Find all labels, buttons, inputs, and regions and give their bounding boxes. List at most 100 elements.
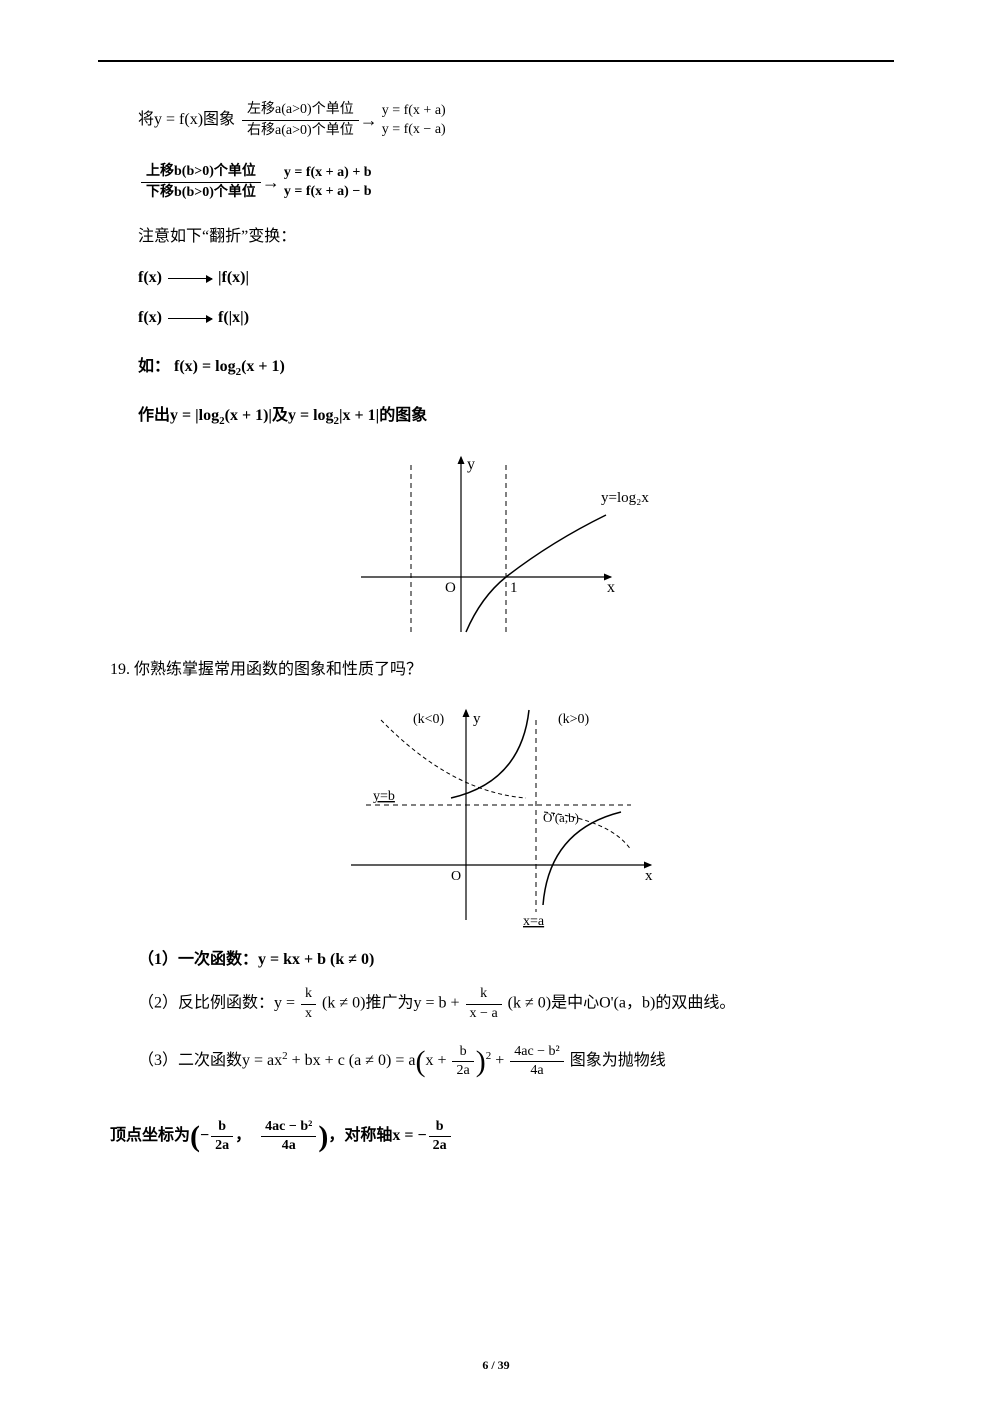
- arrow-icon: →: [262, 165, 280, 199]
- lhs: y = f(x): [154, 111, 203, 128]
- cn: 图象为抛物线: [570, 1052, 666, 1069]
- cn3: 的双曲线。: [655, 995, 735, 1012]
- paren-l-icon: (: [190, 1120, 200, 1153]
- y-label2: y: [473, 711, 481, 727]
- fold-2: f(x) f(|x|): [138, 303, 892, 333]
- inner-a: x +: [425, 1052, 450, 1069]
- note-fold: 注意如下“翻折”变换：: [138, 222, 892, 252]
- paren-r-icon: ): [318, 1120, 328, 1153]
- origin-label: O: [445, 580, 456, 596]
- m3b: + bx + c (a ≠ 0) = a: [288, 1052, 416, 1069]
- eq2b: |x + 1|: [339, 407, 379, 424]
- vertex-cn: 顶点坐标为: [110, 1127, 190, 1144]
- origin2: O: [451, 869, 461, 884]
- kneg-label: (k<0): [413, 712, 445, 727]
- draw-prefix: 作出: [138, 407, 170, 424]
- shift-vertical-line: 上移b(b>0)个单位 下移b(b>0)个单位 → y = f(x + a) +…: [138, 162, 892, 202]
- m2b: (k ≠ 0): [322, 995, 365, 1012]
- eq1a: y =: [170, 407, 195, 424]
- item-2: （2）反比例函数：y = kx (k ≠ 0)推广为y = b + kx − a…: [138, 985, 892, 1022]
- shift-left-label: 左移a(a>0)个单位: [242, 100, 359, 121]
- shift-down-label: 下移b(b>0)个单位: [141, 183, 261, 203]
- arrow-icon: [168, 278, 212, 279]
- shift-up-label: 上移b(b>0)个单位: [141, 162, 261, 183]
- figure-log: y x O 1 y=log₂x: [331, 447, 671, 637]
- num: 4ac − b²: [510, 1043, 564, 1062]
- fold2-rhs: f(|x|): [218, 309, 249, 326]
- axis-cn: ，对称轴: [328, 1127, 392, 1144]
- hyp-neg1: [381, 720, 526, 798]
- frac-k-x: kx: [301, 985, 316, 1022]
- kpos-label: (k>0): [558, 712, 590, 727]
- item-3: （3）二次函数y = ax2 + bx + c (a ≠ 0) = a(x + …: [138, 1033, 892, 1090]
- item3-label: （3）二次函数: [138, 1052, 242, 1069]
- item-1: （1）一次函数：y = kx + b (k ≠ 0): [138, 945, 892, 975]
- item2-label: （2）反比例函数：: [138, 995, 274, 1012]
- figure-hyperbola: (k<0) (k>0) y x O y=b x=a O'(a,b): [321, 700, 681, 930]
- result-bot: y = f(x − a): [382, 120, 446, 140]
- result-top: y = f(x + a) + b: [284, 163, 372, 183]
- fold1-rhs: |f(x)|: [218, 269, 249, 286]
- result-bot: y = f(x + a) − b: [284, 182, 372, 202]
- cn1: 推广为: [365, 995, 413, 1012]
- m3c: +: [491, 1052, 508, 1069]
- log-curve: [466, 515, 606, 632]
- den: x − a: [466, 1005, 502, 1023]
- den: 2a: [211, 1137, 233, 1155]
- paren-l-icon: (: [415, 1045, 425, 1078]
- example-prefix: 如：: [138, 358, 170, 375]
- num: b: [211, 1118, 233, 1137]
- fold1-lhs: f(x): [138, 269, 162, 286]
- num: k: [301, 985, 316, 1004]
- den: 4a: [261, 1137, 316, 1155]
- x-label: x: [607, 579, 615, 596]
- q19: 19. 你熟练掌握常用函数的图象和性质了吗？: [110, 655, 892, 685]
- result-h: y = f(x + a) y = f(x − a): [382, 101, 446, 140]
- top-rule: [98, 60, 894, 62]
- frac-vy: 4ac − b²4a: [261, 1118, 316, 1155]
- y-label: y: [467, 456, 475, 473]
- m2d: (k ≠ 0): [508, 995, 551, 1012]
- eq1b: log: [199, 407, 219, 424]
- num: k: [466, 985, 502, 1004]
- arrow-icon: →: [360, 103, 378, 137]
- den: 4a: [510, 1062, 564, 1080]
- shift-arrow-v: 上移b(b>0)个单位 下移b(b>0)个单位: [141, 162, 261, 202]
- img-cn: 图象: [203, 111, 235, 128]
- x-label2: x: [645, 868, 653, 884]
- m2c: y = b +: [414, 995, 464, 1012]
- paren-r-icon: ): [476, 1045, 486, 1078]
- shift-arrow-h: 左移a(a>0)个单位 右移a(a>0)个单位: [242, 100, 359, 140]
- draw-suffix: 的图象: [379, 407, 427, 424]
- num: b: [452, 1043, 473, 1062]
- example-line: 如： f(x) = log2(x + 1): [138, 352, 892, 383]
- frac-disc: 4ac − b²4a: [510, 1043, 564, 1080]
- prefix: 将: [138, 111, 154, 128]
- yb-label: y=b: [373, 789, 395, 804]
- frac-axis: b2a: [429, 1118, 451, 1155]
- page: 将y = f(x)图象 左移a(a>0)个单位 右移a(a>0)个单位 → y …: [0, 0, 992, 1403]
- example-arg: (x + 1): [241, 358, 285, 375]
- m2e: O'(a，b): [599, 995, 655, 1012]
- frac-vx: b2a: [211, 1118, 233, 1155]
- mid: 及: [272, 407, 288, 424]
- item1-math: y = kx + b (k ≠ 0): [258, 951, 374, 968]
- den: 2a: [429, 1137, 451, 1155]
- frac-b2a: b2a: [452, 1043, 473, 1080]
- eq1c: (x + 1): [225, 407, 269, 424]
- vertex-line: 顶点坐标为(−b2a， 4ac − b²4a)，对称轴x = −b2a: [110, 1108, 892, 1165]
- shift-right-label: 右移a(a>0)个单位: [242, 121, 359, 141]
- m2a: y =: [274, 995, 299, 1012]
- page-number: 6 / 39: [0, 1358, 992, 1373]
- result-top: y = f(x + a): [382, 101, 446, 121]
- oprime-label: O'(a,b): [543, 810, 579, 825]
- cn2: 是中心: [551, 995, 599, 1012]
- shift-horizontal-line: 将y = f(x)图象 左移a(a>0)个单位 右移a(a>0)个单位 → y …: [138, 100, 892, 140]
- xa-label: x=a: [523, 914, 545, 929]
- draw-line: 作出y = |log2(x + 1)|及y = log2|x + 1|的图象: [138, 401, 892, 432]
- num: b: [429, 1118, 451, 1137]
- den: 2a: [452, 1062, 473, 1080]
- fold2-lhs: f(x): [138, 309, 162, 326]
- neg: −: [200, 1127, 209, 1144]
- hyp-br2: [451, 710, 529, 798]
